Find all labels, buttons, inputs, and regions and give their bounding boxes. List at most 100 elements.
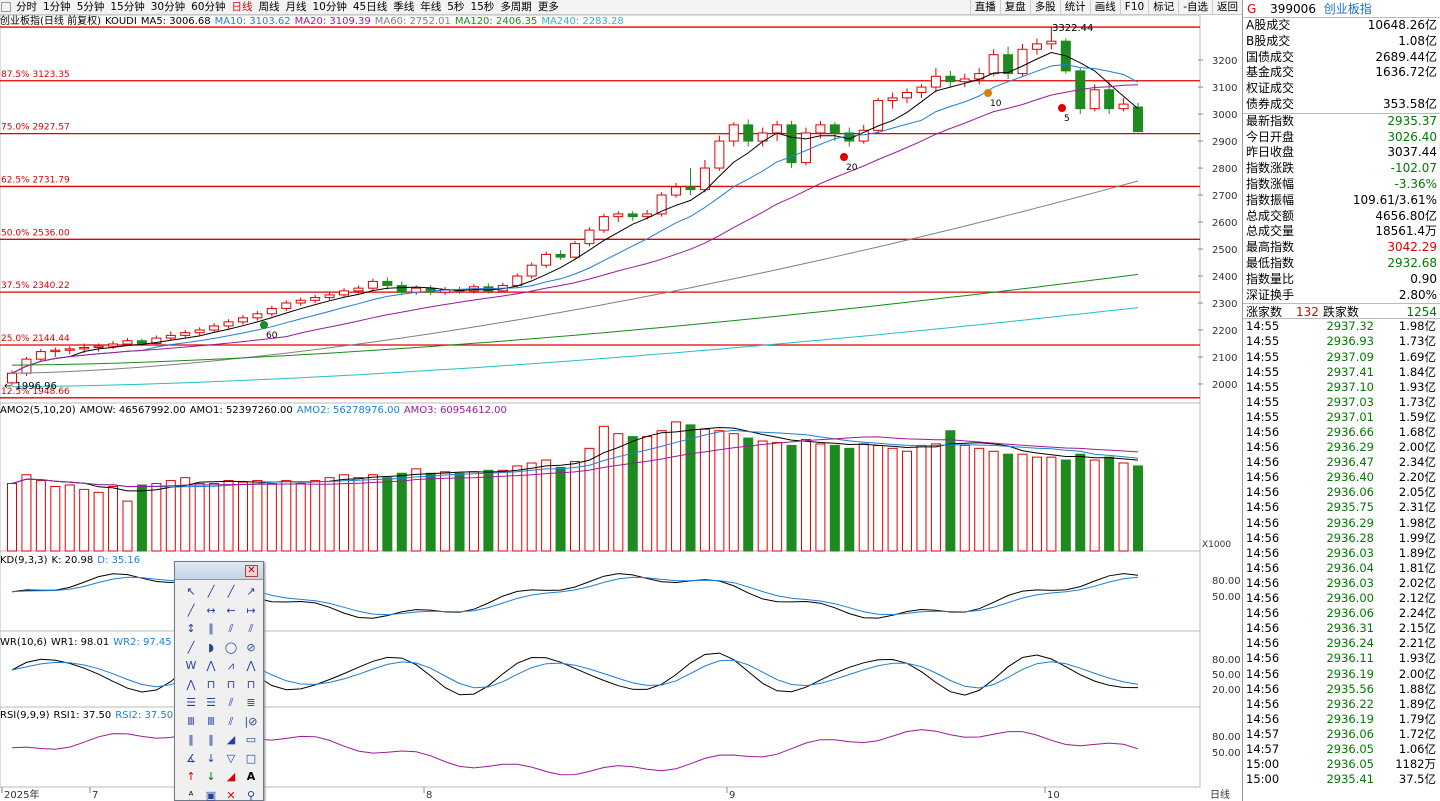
hsegment-tool-icon[interactable]: ↦ [246,603,256,617]
stamp-tool-icon[interactable]: ▣ [205,788,217,801]
candle-body [772,124,783,134]
period-tab[interactable]: 10分钟 [312,1,347,13]
barcode2-tool-icon[interactable]: ‖ [208,733,214,746]
y-tick-label: 2500 [1212,245,1237,256]
peak-tool-icon[interactable]: ⋀ [246,659,256,672]
toolbar-button[interactable]: 多股 [1029,0,1060,14]
cursor-tool-icon[interactable]: ↖ [186,585,196,598]
hline-tool-icon[interactable]: ↔ [206,603,216,617]
wave-tool-icon[interactable]: W [185,659,197,672]
quote-side-panel: G 399006 创业板指 A股成交 10648.26亿 B股成交 1.08亿 国债成交… [1242,0,1440,801]
period-tab[interactable]: 日线 [231,1,253,13]
close-icon[interactable]: ✕ [245,565,258,577]
tick-list[interactable]: 14:55 2937.32 1.98亿 14:55 2936.93 1.73亿 14:55 2… [1243,319,1440,787]
wedge-tool-icon[interactable]: ◢ [226,733,236,746]
period-tab[interactable]: 30分钟 [150,1,186,13]
toolbar-button[interactable]: 直播 [969,0,1000,14]
pattern2-tool-icon[interactable]: ⊓ [206,677,216,691]
fib-fan-tool-icon[interactable]: ⫽ [228,696,234,709]
hray-tool-icon[interactable]: ← [226,603,236,617]
quote-row: A股成交 10648.26亿 [1243,18,1440,34]
pattern3-tool-icon[interactable]: ⊓ [226,677,236,691]
text-style-icon[interactable]: ᴬ [188,788,194,801]
drawing-tools-palette[interactable]: ✕ ↖ ╱ ╱ ↗ ╱ ↔ ← ↦ ↕ ∥ ⫽ ⫽ ╱ ◗ ◯ ⊘ W ⋀ ⩘ … [174,561,264,801]
period-tab[interactable]: 60分钟 [191,1,226,13]
tick-amount: 1.73亿 [1398,394,1436,409]
bars-tool-icon[interactable]: Ⅲ [187,714,195,728]
toolbar-button[interactable]: 复盘 [999,0,1030,14]
zigzag-tool-icon[interactable]: ⋀ [206,659,216,672]
period-tab[interactable]: 分时 [16,1,37,13]
period-tab[interactable]: 1分钟 [43,1,71,13]
toolbar-button[interactable]: 统计 [1059,0,1090,14]
volume-bar [194,483,205,552]
fib-arc-tool-icon[interactable]: ≣ [246,696,256,709]
period-tab[interactable]: 多周期 [500,1,532,13]
volume-bar [223,480,234,552]
buy-mark-icon[interactable]: ◢ [226,770,236,783]
delete-icon[interactable]: ✕ [226,788,236,801]
fan-tool-icon[interactable]: ⫽ [248,622,254,635]
ray-tool-icon[interactable]: ╱ [227,585,235,598]
vline-tool-icon[interactable]: ↕ [186,622,196,635]
period-tab[interactable]: 月线 [285,1,307,13]
period-tab[interactable]: 周线 [258,1,280,13]
half-circle-tool-icon[interactable]: ◗ [208,640,214,654]
channel-tool-icon[interactable]: ⫽ [228,622,234,635]
trend-tool-icon[interactable]: ⩘ [227,659,235,672]
period-tab[interactable]: 5分钟 [76,1,105,13]
chart-area[interactable]: 3200 3100 3000 2900 2800 2700 2600 2500 2400 2300… [0,15,1242,801]
volume-bar [757,440,768,552]
arc-tool-icon[interactable]: ╱ [187,640,195,654]
toolbar-button[interactable]: F10 [1119,0,1148,14]
period-tab[interactable]: 15分钟 [110,1,145,13]
toolbar-button[interactable]: -自选 [1178,0,1212,14]
tick-row: 14:56 2936.06 2.05亿 [1243,485,1440,500]
segment-tool-icon[interactable]: ╱ [187,603,195,617]
line-tool-icon[interactable]: ╱ [207,585,215,598]
tick-time: 14:56 [1246,575,1280,590]
circle-tool-icon[interactable]: ◯ [224,640,238,654]
text-tool-icon[interactable]: A [246,770,256,783]
candle-body [873,100,884,131]
period-tab[interactable]: 年线 [420,1,442,13]
toolbar-button[interactable]: 标记 [1148,0,1178,14]
angle-tool-icon[interactable]: ∡ [186,751,196,765]
fib-ext-tool-icon[interactable]: ☰ [206,696,216,709]
down-arrow-tool-icon[interactable]: ↓ [206,751,216,765]
square-tool-icon[interactable]: □ [245,751,257,765]
period-tab[interactable]: 季线 [393,1,415,13]
toolbar-button[interactable]: 返回 [1212,0,1242,14]
pattern-tool-icon[interactable]: ⋀ [186,677,196,691]
bars4-tool-icon[interactable]: |⊘ [244,714,258,728]
down-arrow-icon[interactable]: ↓ [206,770,216,783]
barcode-tool-icon[interactable]: ‖ [188,733,194,746]
quote-label: 基金成交 [1246,65,1295,80]
quote-row: 指数量比 0.90 [1243,272,1440,288]
indicator-name: KOUDI [104,16,137,27]
up-arrow-icon[interactable]: ↑ [186,770,196,783]
volume-bar [786,444,797,552]
cycle-tool-icon[interactable]: ⊘ [246,640,256,654]
period-tab[interactable]: 更多 [537,1,559,13]
toolbar-toggle-icon[interactable] [1,2,11,12]
volume-bar [555,466,566,552]
palette-titlebar[interactable]: ✕ [175,562,263,580]
bars2-tool-icon[interactable]: Ⅲ [207,714,215,728]
tick-price: 2936.03 [1326,545,1374,560]
kline-chart-svg[interactable]: 3200 3100 3000 2900 2800 2700 2600 2500 2400 2300… [0,15,1242,801]
pattern4-tool-icon[interactable]: ⊓ [246,677,256,691]
lock-icon[interactable]: ⚲ [246,788,256,801]
parallel-tool-icon[interactable]: ∥ [208,622,214,635]
period-tab[interactable]: 15秒 [470,1,495,13]
triangle-tool-icon[interactable]: ▽ [226,751,236,765]
bars3-tool-icon[interactable]: ⫽ [228,714,234,728]
rect-tool-icon[interactable]: ▭ [245,733,257,746]
arrow-line-tool-icon[interactable]: ↗ [246,585,256,598]
candle-body [295,299,306,304]
toolbar-button[interactable]: 画线 [1089,0,1120,14]
y-tick-label: 2200 [1212,326,1237,337]
period-tab[interactable]: 45日线 [352,1,388,13]
period-tab[interactable]: 5秒 [447,1,465,13]
fib-tool-icon[interactable]: ☰ [186,696,196,709]
